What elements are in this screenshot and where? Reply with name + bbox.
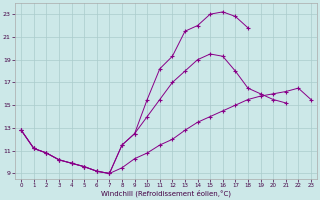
X-axis label: Windchill (Refroidissement éolien,°C): Windchill (Refroidissement éolien,°C)	[101, 190, 231, 197]
